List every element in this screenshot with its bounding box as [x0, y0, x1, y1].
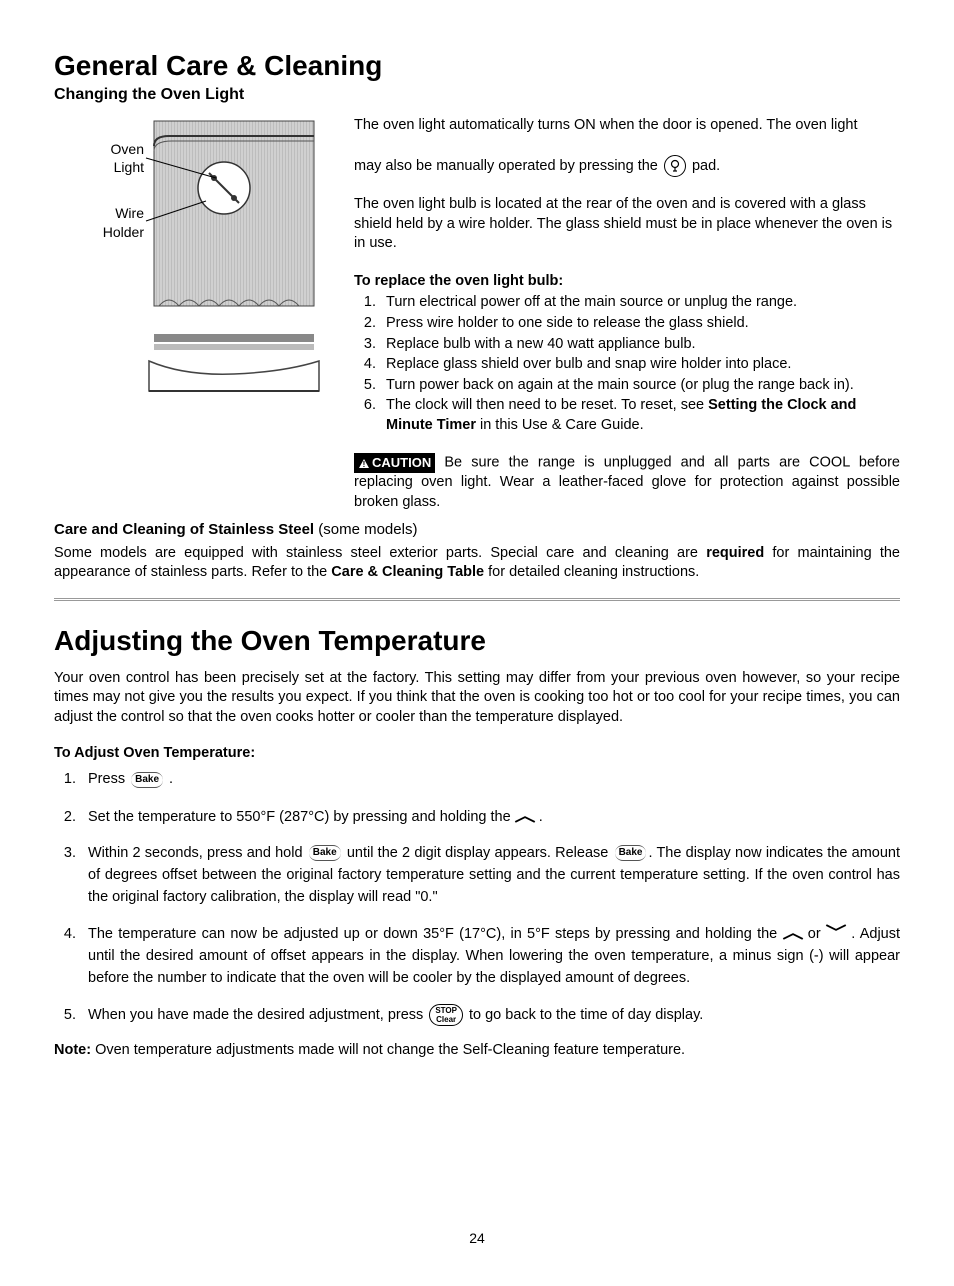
stainless-paragraph: Some models are equipped with stainless … [54, 544, 900, 583]
caution-text: Be sure the range is unplugged and all p… [354, 455, 900, 510]
label-text: Holder [103, 224, 144, 240]
up-chevron-icon: ︿ [514, 805, 535, 829]
list-item: Press wire holder to one side to release… [380, 314, 900, 334]
list-item: When you have made the desired adjustmen… [80, 1004, 900, 1027]
stainless-heading: Care and Cleaning of Stainless Steel (so… [54, 521, 900, 538]
body-text: Within 2 seconds, press and hold [88, 845, 307, 861]
list-item: Replace bulb with a new 40 watt applianc… [380, 335, 900, 355]
heading-text: Care and Cleaning of Stainless Steel [54, 521, 314, 538]
bake-button-icon: Bake [131, 772, 163, 788]
section-divider [54, 597, 900, 601]
icon-label: STOP [435, 1006, 457, 1015]
body-text: Set the temperature to 550°F (287°C) by … [88, 809, 515, 825]
bold-text: Care & Cleaning Table [331, 564, 484, 580]
body-text: When you have made the desired adjustmen… [88, 1007, 427, 1023]
note-text: Oven temperature adjustments made will n… [91, 1042, 685, 1058]
list-item: Set the temperature to 550°F (287°C) by … [80, 805, 900, 829]
diagram-label-wire-holder: Wire Holder [54, 204, 144, 240]
body-text: pad. [692, 158, 720, 174]
body-text: The temperature can now be adjusted up o… [88, 926, 783, 942]
bold-text: required [706, 545, 764, 561]
list-item: The temperature can now be adjusted up o… [80, 922, 900, 990]
caution-label: CAUTION [372, 455, 431, 470]
bake-button-icon: Bake [309, 845, 341, 861]
body-text: The oven light automatically turns ON wh… [354, 117, 858, 133]
note-paragraph: Note: Oven temperature adjustments made … [54, 1041, 900, 1061]
section-heading-care: General Care & Cleaning [54, 50, 900, 82]
label-text: Wire [115, 205, 144, 221]
list-item: Turn power back on again at the main sou… [380, 376, 900, 396]
oven-light-diagram [144, 116, 324, 406]
label-text: Light [114, 159, 144, 175]
adjust-steps-list: Press Bake . Set the temperature to 550°… [54, 769, 900, 1026]
manual-page: General Care & Cleaning Changing the Ove… [0, 0, 954, 1286]
oven-light-text: The oven light automatically turns ON wh… [354, 116, 900, 513]
note-label: Note: [54, 1042, 91, 1058]
bake-button-icon: Bake [615, 845, 647, 861]
body-text: until the 2 digit display appears. Relea… [343, 845, 613, 861]
body-text: The clock will then need to be reset. To… [386, 397, 708, 413]
caution-badge: ! CAUTION [354, 453, 435, 473]
body-text: . [165, 771, 173, 787]
list-item: The clock will then need to be reset. To… [380, 396, 900, 435]
up-chevron-icon: ︿ [782, 922, 803, 946]
body-text: in this Use & Care Guide. [476, 417, 644, 433]
svg-text:!: ! [363, 460, 366, 469]
body-text: Some models are equipped with stainless … [54, 545, 706, 561]
paragraph: The oven light bulb is located at the re… [354, 195, 900, 254]
adjust-intro: Your oven control has been precisely set… [54, 669, 900, 728]
list-item: Within 2 seconds, press and hold Bake un… [80, 843, 900, 908]
diagram-label-oven-light: Oven Light [54, 140, 144, 176]
page-number: 24 [54, 1230, 900, 1246]
heading-note: (some models) [314, 521, 417, 538]
replace-bulb-heading: To replace the oven light bulb: [354, 272, 900, 292]
down-chevron-icon: ﹀ [826, 922, 847, 946]
body-text: Press [88, 771, 129, 787]
list-item: Turn electrical power off at the main so… [380, 293, 900, 313]
body-text: for detailed cleaning instructions. [484, 564, 699, 580]
replace-steps-list: Turn electrical power off at the main so… [354, 293, 900, 435]
warning-triangle-icon: ! [358, 458, 370, 469]
paragraph: The oven light automatically turns ON wh… [354, 116, 900, 177]
icon-label: Clear [436, 1015, 456, 1024]
adjust-steps-heading: To Adjust Oven Temperature: [54, 745, 900, 761]
body-text: . [535, 809, 543, 825]
list-item: Replace glass shield over bulb and snap … [380, 355, 900, 375]
body-text: or [803, 926, 826, 942]
stop-clear-button-icon: STOPClear [429, 1004, 463, 1026]
subheading-oven-light: Changing the Oven Light [54, 86, 900, 104]
oven-light-section: Oven Light Wire Holder [54, 116, 900, 513]
section-heading-adjust: Adjusting the Oven Temperature [54, 625, 900, 657]
body-text: may also be manually operated by pressin… [354, 158, 662, 174]
label-text: Oven [111, 141, 144, 157]
diagram-column: Oven Light Wire Holder [54, 116, 334, 513]
body-text: to go back to the time of day display. [465, 1007, 703, 1023]
caution-paragraph: ! CAUTION Be sure the range is unplugged… [354, 453, 900, 512]
light-pad-icon [664, 155, 686, 177]
list-item: Press Bake . [80, 769, 900, 791]
